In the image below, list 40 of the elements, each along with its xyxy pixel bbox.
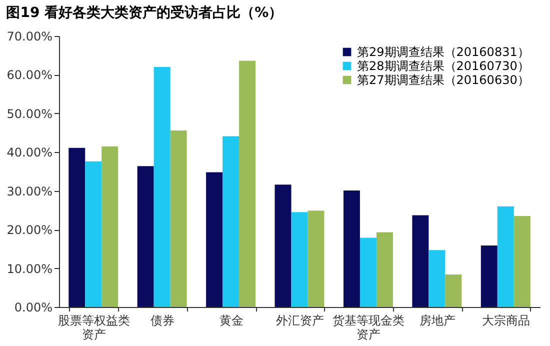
bar [445, 274, 462, 307]
x-tick-label: 债券 [150, 314, 175, 328]
x-tick-label: 房地产 [419, 314, 456, 328]
chart-title: 图19 看好各类大类资产的受访者占比（%） [6, 4, 283, 21]
y-tick-label: 30.00% [6, 184, 52, 198]
bar [68, 148, 86, 307]
bar [480, 245, 498, 307]
y-tick-label: 10.00% [6, 262, 52, 276]
y-tick-label: 70.00% [6, 30, 52, 44]
bar [102, 146, 118, 307]
bar [428, 250, 446, 307]
y-tick-label: 20.00% [6, 223, 52, 238]
bar [514, 216, 530, 307]
legend-label: 第29期调查结果（20160831） [357, 45, 530, 59]
bar [308, 210, 324, 307]
x-tick-label: 黄金 [219, 314, 244, 328]
bar [412, 215, 429, 307]
legend-label: 第27期调查结果（20160630） [357, 73, 530, 87]
bar [343, 190, 360, 307]
bar [497, 206, 514, 307]
x-tick-label: 股票等权益类资产 [58, 314, 130, 342]
bar [274, 184, 292, 307]
bar [137, 166, 154, 307]
bar [239, 60, 256, 307]
bar [206, 172, 223, 307]
bar [291, 212, 308, 307]
y-tick-label: 0.00% [14, 300, 52, 314]
x-tick-label: 外汇资产 [276, 314, 324, 328]
bar [360, 238, 376, 307]
bar [170, 130, 187, 307]
bar [222, 136, 240, 307]
legend-label: 第28期调查结果（20160730） [357, 59, 530, 73]
y-tick-label: 50.00% [6, 106, 52, 121]
bar [154, 66, 170, 307]
y-tick-label: 60.00% [6, 68, 52, 82]
y-tick-label: 40.00% [6, 146, 52, 160]
x-tick-label: 货基等现金类资产 [332, 314, 405, 342]
bar [376, 232, 393, 307]
x-tick-label: 大宗商品 [482, 314, 530, 328]
bar [85, 161, 102, 307]
